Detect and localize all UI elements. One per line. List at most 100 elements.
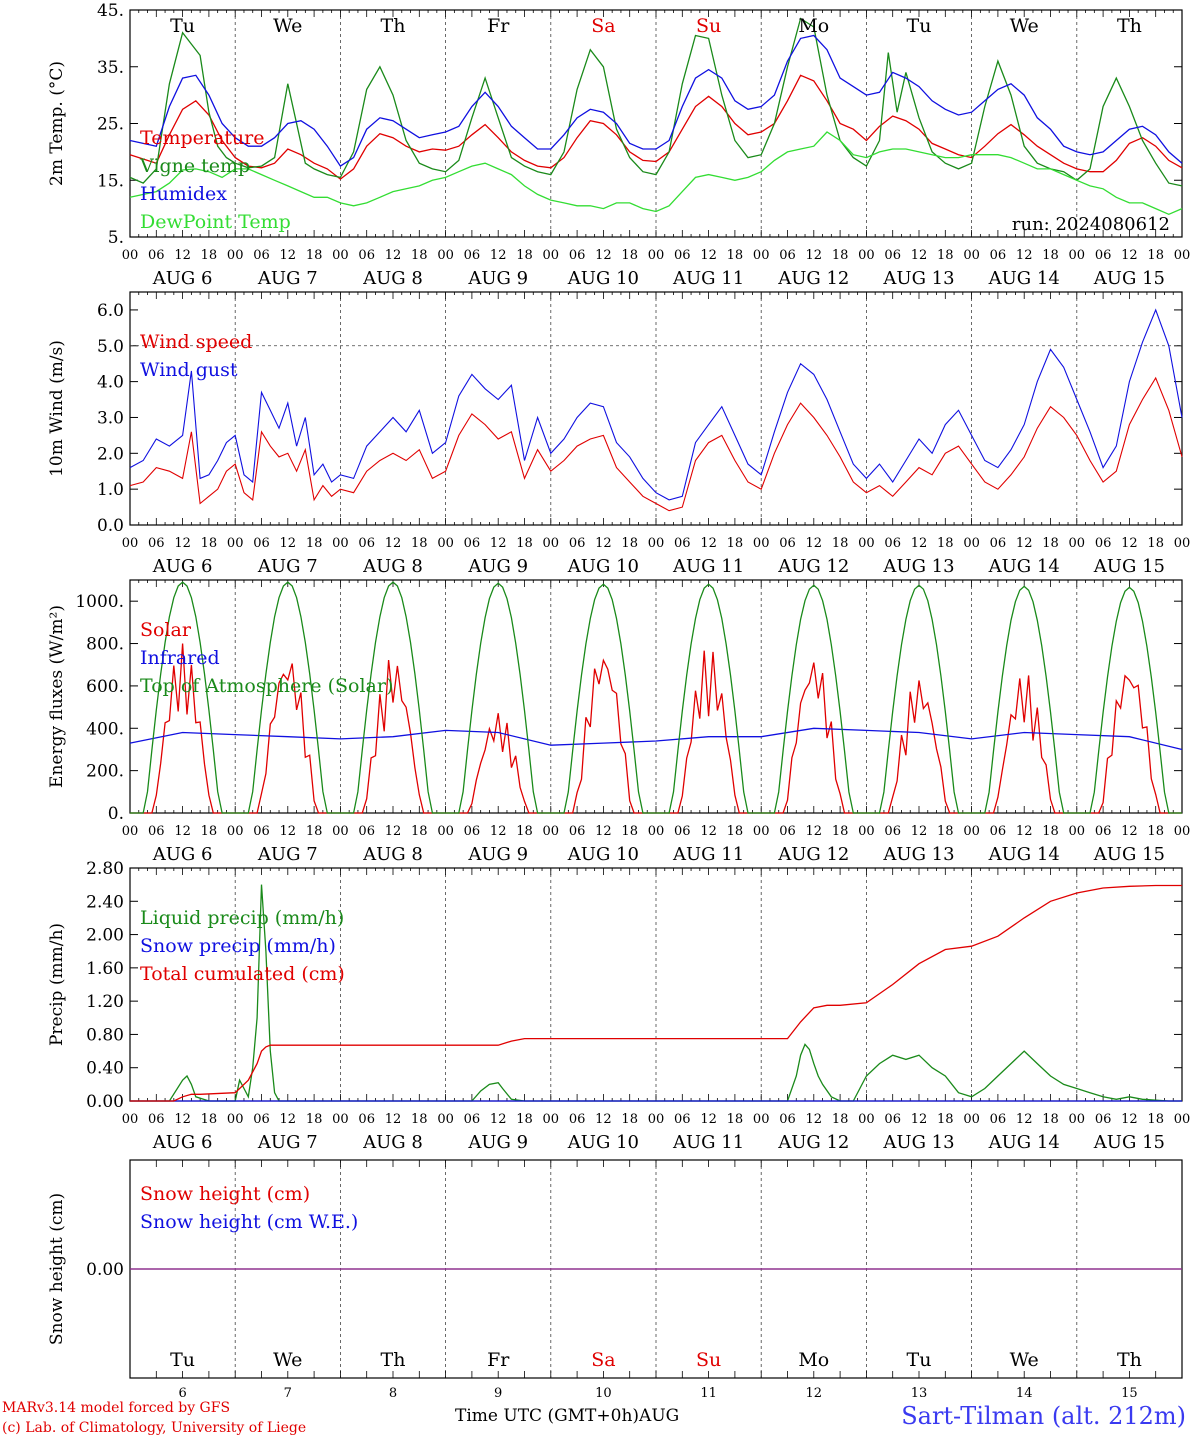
date-label: AUG 14 <box>988 1132 1060 1153</box>
series-humidex <box>129 34 1183 167</box>
hour-label: 00 <box>543 248 560 263</box>
hour-label: 18 <box>621 248 638 263</box>
hour-label: 00 <box>122 536 139 551</box>
hour-label: 00 <box>543 1112 560 1127</box>
hour-label: 18 <box>621 824 638 839</box>
hour-label: 00 <box>963 248 980 263</box>
footer-time-axis: Time UTC (GMT+0h)AUG <box>455 1406 680 1426</box>
hour-label: 12 <box>1016 1112 1033 1127</box>
hour-label: 00 <box>122 1112 139 1127</box>
hour-label: 12 <box>490 248 507 263</box>
hour-label: 12 <box>385 248 402 263</box>
hour-label: 00 <box>332 1112 349 1127</box>
hour-label: 18 <box>201 824 218 839</box>
legend-entry: Top of Atmosphere (Solar) <box>140 675 393 697</box>
day-number-label: 10 <box>595 1386 612 1401</box>
hour-label: 12 <box>806 536 823 551</box>
hour-label: 18 <box>411 248 428 263</box>
hour-label: 00 <box>753 1112 770 1127</box>
date-label: AUG 10 <box>567 1132 639 1153</box>
series-wind-speed <box>129 376 1183 512</box>
hour-label: 06 <box>674 536 691 551</box>
weekday-label: Tu <box>907 1349 932 1371</box>
y-tick-label: 5.0 <box>97 337 124 357</box>
hour-label: 06 <box>464 824 481 839</box>
footer-copyright: (c) Lab. of Climatology, University of L… <box>2 1420 307 1436</box>
weekday-label: Th <box>1117 1349 1142 1371</box>
y-axis-label: 10m Wind (m/s) <box>47 340 67 477</box>
hour-label: 18 <box>727 248 744 263</box>
hour-label: 06 <box>253 824 270 839</box>
y-tick-label: 2.0 <box>97 444 124 464</box>
y-tick-label: 0.0 <box>97 516 124 536</box>
weekday-label: Tu <box>170 15 195 37</box>
hour-label: 06 <box>884 824 901 839</box>
hour-label: 18 <box>937 824 954 839</box>
date-label: AUG 13 <box>882 1132 954 1153</box>
y-tick-label: 0.40 <box>86 1059 124 1079</box>
series-wind-gust <box>129 308 1183 501</box>
hour-label: 06 <box>1095 1112 1112 1127</box>
weekday-label: We <box>273 15 302 37</box>
hour-label: 06 <box>464 248 481 263</box>
date-label: AUG 8 <box>362 556 423 577</box>
y-tick-label: 2.80 <box>86 859 124 879</box>
hour-label: 18 <box>306 824 323 839</box>
hour-label: 12 <box>806 1112 823 1127</box>
day-number-label: 12 <box>806 1386 823 1401</box>
hour-label: 18 <box>937 536 954 551</box>
hour-label: 00 <box>858 248 875 263</box>
date-label: AUG 15 <box>1093 268 1165 289</box>
day-number-label: 13 <box>911 1386 928 1401</box>
hour-label: 00 <box>648 536 665 551</box>
legend-entry: Snow precip (mm/h) <box>140 935 336 957</box>
y-tick-label: 0.00 <box>86 1260 124 1280</box>
y-tick-label: 1000. <box>75 592 124 612</box>
hour-label: 18 <box>306 536 323 551</box>
hour-label: 06 <box>358 536 375 551</box>
day-number-label: 7 <box>284 1386 292 1401</box>
hour-label: 12 <box>1121 248 1138 263</box>
date-label: AUG 7 <box>257 556 318 577</box>
hour-label: 06 <box>674 248 691 263</box>
legend-entry: Infrared <box>140 647 220 669</box>
y-tick-label: 5. <box>108 228 124 248</box>
hour-label: 18 <box>832 248 849 263</box>
hour-label: 18 <box>621 536 638 551</box>
date-label: AUG 6 <box>152 1132 213 1153</box>
hour-label: 06 <box>253 536 270 551</box>
date-label: AUG 12 <box>777 268 849 289</box>
hour-label: 06 <box>148 824 165 839</box>
hour-label: 18 <box>937 1112 954 1127</box>
hour-label: 18 <box>1147 536 1164 551</box>
hour-label: 12 <box>595 1112 612 1127</box>
weekday-label: Th <box>381 15 406 37</box>
hour-label: 12 <box>385 536 402 551</box>
hour-label: 18 <box>1042 824 1059 839</box>
hour-label: 18 <box>727 536 744 551</box>
hour-label: 12 <box>595 824 612 839</box>
legend-entry: Snow height (cm) <box>140 1183 310 1205</box>
hour-label: 12 <box>1016 824 1033 839</box>
hour-label: 00 <box>753 536 770 551</box>
hour-label: 12 <box>595 248 612 263</box>
hour-label: 12 <box>174 536 191 551</box>
hour-label: 00 <box>122 824 139 839</box>
weekday-label: Th <box>381 1349 406 1371</box>
legend-entry: Solar <box>140 619 192 641</box>
hour-label: 12 <box>174 1112 191 1127</box>
hour-label: 00 <box>1069 536 1086 551</box>
weekday-label: Mo <box>798 1349 829 1371</box>
hour-label: 06 <box>779 536 796 551</box>
hour-label: 00 <box>1069 1112 1086 1127</box>
weekday-label: Sa <box>591 1349 615 1371</box>
hour-label: 18 <box>832 536 849 551</box>
legend-entry: Humidex <box>140 183 227 205</box>
hour-label: 06 <box>674 824 691 839</box>
hour-label: 06 <box>148 536 165 551</box>
weekday-label: Tu <box>907 15 932 37</box>
y-tick-label: 1.20 <box>86 992 124 1012</box>
weekday-label: Tu <box>170 1349 195 1371</box>
y-tick-label: 400. <box>86 719 124 739</box>
date-label: AUG 8 <box>362 1132 423 1153</box>
